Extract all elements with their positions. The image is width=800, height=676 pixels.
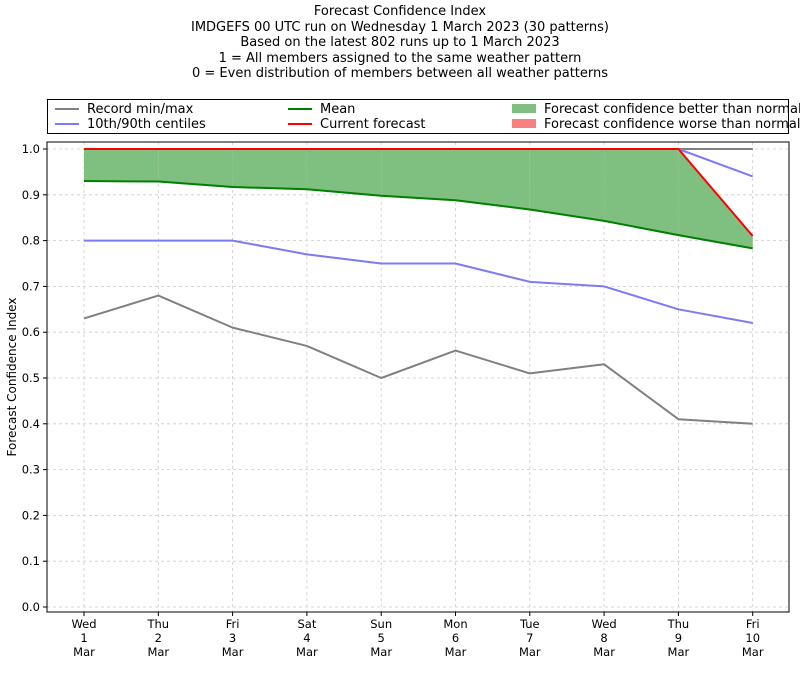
series-line-record-min <box>83 294 753 425</box>
x-tick-label-part: Wed <box>71 617 96 631</box>
x-tick-label: Sun 5 Mar <box>370 617 392 659</box>
legend-swatch-better <box>512 104 536 113</box>
x-tick-label-part: Mar <box>370 645 392 659</box>
x-tick-label-part: Mar <box>519 645 541 659</box>
legend-label-better: Forecast confidence better than normal <box>544 102 800 117</box>
confidence-better-area <box>381 149 456 201</box>
x-tick-label: Wed 1 Mar <box>71 617 96 659</box>
x-tick-label: Fri 3 Mar <box>222 617 244 659</box>
x-tick-label: Wed 8 Mar <box>592 617 617 659</box>
x-tick-label-part: Fri <box>746 617 760 631</box>
x-tick-label-part: Mar <box>445 645 467 659</box>
y-tick-label: 0.2 <box>22 508 40 522</box>
chart-subtitle-runs: Based on the latest 802 runs up to 1 Mar… <box>240 35 560 50</box>
chart-subtitle-zero: 0 = Even distribution of members between… <box>191 66 609 81</box>
legend-swatch-mean <box>288 107 312 110</box>
y-tick-label: 0.5 <box>22 371 40 385</box>
x-tick-label-part: 5 <box>378 631 385 645</box>
x-tick-label-part: Fri <box>226 617 240 631</box>
x-tick-label-part: 3 <box>229 631 236 645</box>
confidence-better-area <box>678 149 753 249</box>
x-tick-label-part: Wed <box>592 617 617 631</box>
x-tick-label-part: Mar <box>296 645 318 659</box>
y-tick-label: 0.1 <box>22 554 40 568</box>
x-tick-label-part: Sat <box>297 617 316 631</box>
x-tick-label: Thu 2 Mar <box>146 617 169 659</box>
y-tick-label: 0.7 <box>22 279 40 293</box>
y-axis-label: Forecast Confidence Index <box>5 298 19 457</box>
series-line-p10 <box>84 239 753 325</box>
y-tick-label: 1.0 <box>22 142 40 156</box>
chart-subtitle-run: IMDGEFS 00 UTC run on Wednesday 1 March … <box>191 19 609 35</box>
confidence-better-area <box>232 149 307 190</box>
legend-item-mean: Mean <box>288 102 355 117</box>
x-tick-label-part: 9 <box>675 631 682 645</box>
fill-layer <box>84 149 753 249</box>
confidence-better-area <box>158 149 233 188</box>
chart-title-block: Forecast Confidence Index IMDGEFS 00 UTC… <box>0 4 800 82</box>
legend-swatch-current <box>288 122 312 125</box>
series-layer <box>83 148 754 425</box>
x-tick-label-part: 6 <box>452 631 459 645</box>
chart-legend: Record min/max 10th/90th centiles Mean C… <box>47 99 800 134</box>
legend-label-record: Record min/max <box>87 102 194 117</box>
y-tick-label: 0.9 <box>22 188 40 202</box>
x-tick-label-part: Sun <box>370 617 392 631</box>
legend-label-mean: Mean <box>320 102 356 117</box>
plot-area-frame <box>46 141 790 613</box>
legend-swatch-worse <box>512 119 536 128</box>
x-tick-label-part: 2 <box>155 631 162 645</box>
x-tick-label-part: 8 <box>600 631 607 645</box>
x-tick-label-part: 4 <box>303 631 310 645</box>
x-tick-label-part: Mar <box>742 645 764 659</box>
y-tick-label: 0.0 <box>22 600 40 614</box>
confidence-better-area <box>455 149 530 210</box>
x-tick-label-part: 10 <box>745 631 760 645</box>
legend-item-record: Record min/max <box>55 102 193 117</box>
confidence-better-area <box>529 149 605 221</box>
x-tick-label: Tue 7 Mar <box>519 617 541 659</box>
x-tick-label: Fri 10 Mar <box>742 617 764 659</box>
x-tick-label-part: Mar <box>147 645 169 659</box>
x-tick-label-part: Thu <box>667 617 690 631</box>
x-tick-label-part: Mar <box>593 645 615 659</box>
x-tick-label: Sat 4 Mar <box>296 617 318 659</box>
legend-label-centiles: 10th/90th centiles <box>87 117 206 132</box>
legend-label-worse: Forecast confidence worse than normal <box>544 117 800 132</box>
y-tick-label: 0.3 <box>22 463 40 477</box>
confidence-better-area <box>604 149 679 236</box>
confidence-better-area <box>84 149 159 182</box>
x-tick-label-part: Thu <box>146 617 169 631</box>
x-tick-label-part: Mar <box>73 645 95 659</box>
series-line-mean <box>83 180 753 250</box>
y-tick-label: 0.6 <box>22 325 40 339</box>
legend-item-current: Current forecast <box>288 117 426 132</box>
chart-subtitle-one: 1 = All members assigned to the same wea… <box>218 50 582 66</box>
series-line-current <box>84 148 754 237</box>
chart-title: Forecast Confidence Index <box>313 4 487 19</box>
legend-item-worse: Forecast confidence worse than normal <box>512 117 800 132</box>
legend-item-centiles: 10th/90th centiles <box>55 117 206 132</box>
legend-label-current: Current forecast <box>320 117 426 132</box>
legend-swatch-record <box>55 107 79 110</box>
legend-swatch-centiles <box>55 122 79 125</box>
y-tick-label: 0.8 <box>22 234 40 248</box>
x-tick-label-part: 7 <box>526 631 533 645</box>
x-tick-label-part: Tue <box>519 617 540 631</box>
legend-item-better: Forecast confidence better than normal <box>512 102 800 117</box>
x-tick-label: Thu 9 Mar <box>667 617 690 659</box>
x-tick-label-part: Mon <box>443 617 467 631</box>
x-tick-label: Mon 6 Mar <box>443 617 467 659</box>
x-tick-label-part: Mar <box>222 645 244 659</box>
x-tick-label-part: Mar <box>668 645 690 659</box>
confidence-better-area <box>306 149 382 196</box>
x-tick-label-part: 1 <box>80 631 87 645</box>
y-tick-label: 0.4 <box>22 417 40 431</box>
